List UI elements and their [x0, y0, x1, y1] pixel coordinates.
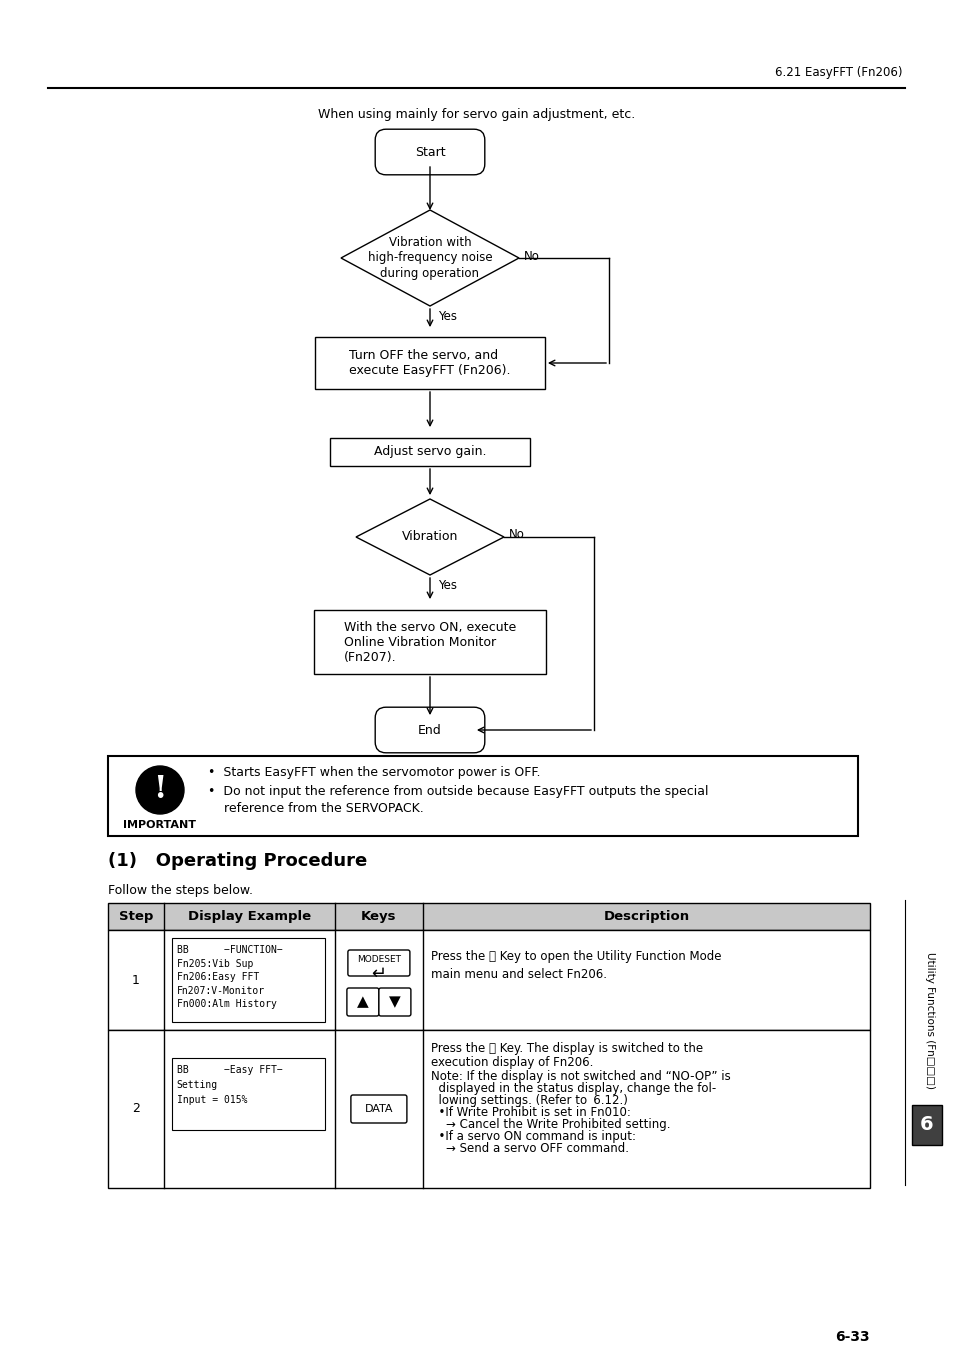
- Text: No: No: [509, 528, 524, 541]
- Text: DATA: DATA: [364, 1104, 393, 1114]
- Text: MODESET: MODESET: [356, 956, 400, 964]
- Text: execution display of Fn206.: execution display of Fn206.: [430, 1056, 593, 1069]
- Text: Follow the steps below.: Follow the steps below.: [108, 884, 253, 896]
- Text: → Send a servo OFF command.: → Send a servo OFF command.: [430, 1142, 628, 1156]
- Bar: [108, 903, 869, 930]
- Text: → Cancel the Write Prohibited setting.: → Cancel the Write Prohibited setting.: [430, 1118, 670, 1131]
- Bar: [314, 610, 545, 674]
- Text: Turn OFF the servo, and
execute EasyFFT (Fn206).: Turn OFF the servo, and execute EasyFFT …: [349, 350, 510, 377]
- Text: No: No: [523, 250, 539, 262]
- Text: Step: Step: [118, 910, 152, 923]
- Text: displayed in the status display, change the fol-: displayed in the status display, change …: [430, 1081, 715, 1095]
- Text: ↵: ↵: [371, 965, 386, 983]
- Bar: [172, 1058, 325, 1130]
- Text: lowing settings. (Refer to  6.12.): lowing settings. (Refer to 6.12.): [430, 1094, 627, 1107]
- Text: Adjust servo gain.: Adjust servo gain.: [374, 446, 486, 459]
- Text: 2: 2: [132, 1103, 139, 1115]
- Text: BB      −Easy FFT−
Setting
Input = 015%: BB −Easy FFT− Setting Input = 015%: [176, 1065, 282, 1104]
- FancyBboxPatch shape: [378, 988, 411, 1017]
- Text: 6.21 EasyFFT (Fn206): 6.21 EasyFFT (Fn206): [775, 66, 902, 80]
- Text: •  Starts EasyFFT when the servomotor power is OFF.: • Starts EasyFFT when the servomotor pow…: [208, 765, 540, 779]
- FancyBboxPatch shape: [347, 988, 378, 1017]
- Text: Vibration: Vibration: [401, 531, 457, 544]
- Text: Utility Functions (Fn□□□): Utility Functions (Fn□□□): [924, 952, 934, 1088]
- Text: !: !: [153, 775, 167, 806]
- Text: Press the ⓢ Key to open the Utility Function Mode
main menu and select Fn206.: Press the ⓢ Key to open the Utility Func…: [430, 950, 720, 981]
- Text: IMPORTANT: IMPORTANT: [123, 819, 196, 830]
- Text: End: End: [417, 724, 441, 737]
- Bar: [108, 1030, 869, 1188]
- Text: Note: If the display is not switched and “NO-OP” is: Note: If the display is not switched and…: [430, 1071, 730, 1083]
- Text: With the servo ON, execute
Online Vibration Monitor
(Fn207).: With the servo ON, execute Online Vibrat…: [343, 621, 516, 663]
- Text: When using mainly for servo gain adjustment, etc.: When using mainly for servo gain adjustm…: [318, 108, 635, 122]
- Text: •  Do not input the reference from outside because EasyFFT outputs the special
 : • Do not input the reference from outsid…: [208, 784, 708, 815]
- FancyBboxPatch shape: [351, 1095, 407, 1123]
- Text: 6: 6: [920, 1115, 933, 1134]
- FancyBboxPatch shape: [348, 950, 410, 976]
- Text: •If Write Prohibit is set in Fn010:: •If Write Prohibit is set in Fn010:: [430, 1106, 630, 1119]
- Text: Yes: Yes: [437, 579, 456, 593]
- Text: Vibration with
high-frequency noise
during operation: Vibration with high-frequency noise duri…: [367, 236, 492, 279]
- Text: Press the ⓓ Key. The display is switched to the: Press the ⓓ Key. The display is switched…: [430, 1042, 702, 1054]
- Text: (1)   Operating Procedure: (1) Operating Procedure: [108, 852, 367, 869]
- Text: •If a servo ON command is input:: •If a servo ON command is input:: [430, 1130, 635, 1143]
- Bar: [108, 930, 869, 1030]
- Polygon shape: [355, 500, 503, 575]
- Text: ▲: ▲: [356, 995, 369, 1010]
- Polygon shape: [340, 211, 518, 306]
- FancyBboxPatch shape: [375, 707, 484, 753]
- Text: Keys: Keys: [361, 910, 396, 923]
- Text: 1: 1: [132, 973, 139, 987]
- Bar: [330, 437, 530, 466]
- Text: Description: Description: [602, 910, 689, 923]
- Bar: [108, 756, 857, 836]
- Bar: [911, 1106, 941, 1145]
- Circle shape: [136, 765, 184, 814]
- Text: BB      −FUNCTION−
Fn205:Vib Sup
Fn206:Easy FFT
Fn207:V-Monitor
Fn000:Alm Histor: BB −FUNCTION− Fn205:Vib Sup Fn206:Easy F…: [176, 945, 282, 1010]
- Bar: [172, 938, 325, 1022]
- Bar: [314, 338, 544, 389]
- Text: Start: Start: [415, 146, 445, 158]
- Text: ▼: ▼: [389, 995, 400, 1010]
- Text: Yes: Yes: [437, 310, 456, 323]
- Text: Display Example: Display Example: [188, 910, 311, 923]
- Text: 6-33: 6-33: [835, 1330, 869, 1345]
- FancyBboxPatch shape: [375, 130, 484, 174]
